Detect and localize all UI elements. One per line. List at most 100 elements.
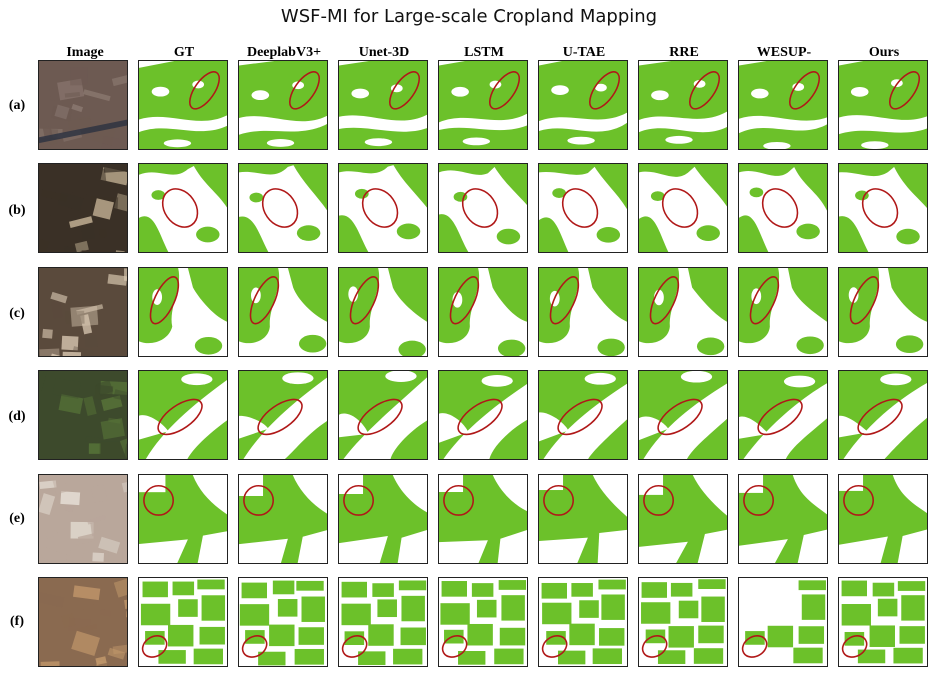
tile-a-utae [538,60,628,150]
column-header-unet3d: Unet-3D [358,45,410,60]
column-header-wesup: WESUP- [756,45,812,60]
highlight-ellipse [749,276,780,325]
tile-d-gt [138,370,228,460]
tile-b-ours [838,163,928,253]
tile-c-wesup [738,267,828,357]
tile-f-lstm [438,577,528,667]
tile-e-ours [838,474,928,564]
highlight-ellipse [857,398,903,436]
tile-c-utae [538,267,628,357]
tile-a-unet3d [338,60,428,150]
tile-c-image [38,267,128,357]
tile-c-lstm [438,267,528,357]
highlight-ellipse [889,71,921,110]
highlight-ellipse [641,635,668,658]
highlight-ellipse [189,71,221,110]
tile-d-image [38,370,128,460]
tile-b-unet3d [338,163,428,253]
highlight-ellipse [741,635,768,658]
tile-b-lstm [438,163,528,253]
tile-d-deeplabv3 [238,370,328,460]
tile-a-rre [638,60,728,150]
highlight-ellipse [257,398,303,436]
tile-d-unet3d [338,370,428,460]
tile-c-deeplabv3 [238,267,328,357]
row-label-e: (e) [9,511,25,526]
highlight-ellipse [743,484,775,516]
highlight-ellipse [249,276,280,325]
highlight-ellipse [443,484,475,516]
tile-b-wesup [738,163,828,253]
tile-e-rre [638,474,728,564]
highlight-ellipse [143,484,175,516]
tile-d-rre [638,370,728,460]
highlight-ellipse [761,188,799,228]
column-header-lstm: LSTM [464,45,504,60]
tile-a-lstm [438,60,528,150]
highlight-ellipse [389,71,421,110]
highlight-ellipse [241,635,268,658]
highlight-ellipse [661,188,699,228]
highlight-ellipse [561,188,599,228]
highlight-ellipse [757,398,803,436]
tile-a-ours [838,60,928,150]
tile-e-gt [138,474,228,564]
column-header-utae: U-TAE [562,45,606,60]
tile-f-image [38,577,128,667]
highlight-ellipse [349,276,380,325]
highlight-ellipse [861,188,899,228]
tile-f-ours [838,577,928,667]
highlight-ellipse [543,484,575,516]
tile-e-utae [538,474,628,564]
highlight-ellipse [557,398,603,436]
highlight-ellipse [243,484,275,516]
highlight-ellipse [261,188,299,228]
tile-e-wesup [738,474,828,564]
highlight-ellipse [849,276,880,325]
tile-e-unet3d [338,474,428,564]
column-header-rre: RRE [669,45,699,60]
tile-e-image [38,474,128,564]
highlight-ellipse [549,276,580,325]
tile-e-deeplabv3 [238,474,328,564]
highlight-ellipse [657,398,703,436]
tile-d-utae [538,370,628,460]
tile-c-ours [838,267,928,357]
tile-c-gt [138,267,228,357]
highlight-ellipse [461,188,499,228]
column-header-deeplabv3: DeeplabV3+ [246,45,322,60]
highlight-ellipse [541,635,568,658]
highlight-ellipse [841,635,868,658]
row-label-c: (c) [9,306,25,321]
tile-d-ours [838,370,928,460]
highlight-ellipse [161,188,199,228]
tile-c-unet3d [338,267,428,357]
highlight-ellipse [141,635,168,658]
highlight-ellipse [789,71,821,110]
tile-a-wesup [738,60,828,150]
highlight-ellipse [157,398,203,436]
row-label-d: (d) [8,409,26,424]
figure-title: WSF-MI for Large-scale Cropland Mapping [280,6,658,27]
tile-a-deeplabv3 [238,60,328,150]
tile-f-rre [638,577,728,667]
row-label-a: (a) [8,98,26,113]
tile-a-gt [138,60,228,150]
highlight-ellipse [649,276,680,325]
highlight-ellipse [357,398,403,436]
highlight-ellipse [689,71,721,110]
tile-b-image [38,163,128,253]
tile-f-unet3d [338,577,428,667]
highlight-ellipse [289,71,321,110]
tile-b-rre [638,163,728,253]
tile-f-utae [538,577,628,667]
highlight-ellipse [489,71,521,110]
tile-e-lstm [438,474,528,564]
highlight-ellipse [341,635,368,658]
highlight-ellipse [343,484,375,516]
highlight-ellipse [843,484,875,516]
tile-b-utae [538,163,628,253]
tile-d-wesup [738,370,828,460]
column-header-ours: Ours [868,45,900,60]
highlight-ellipse [449,276,480,325]
